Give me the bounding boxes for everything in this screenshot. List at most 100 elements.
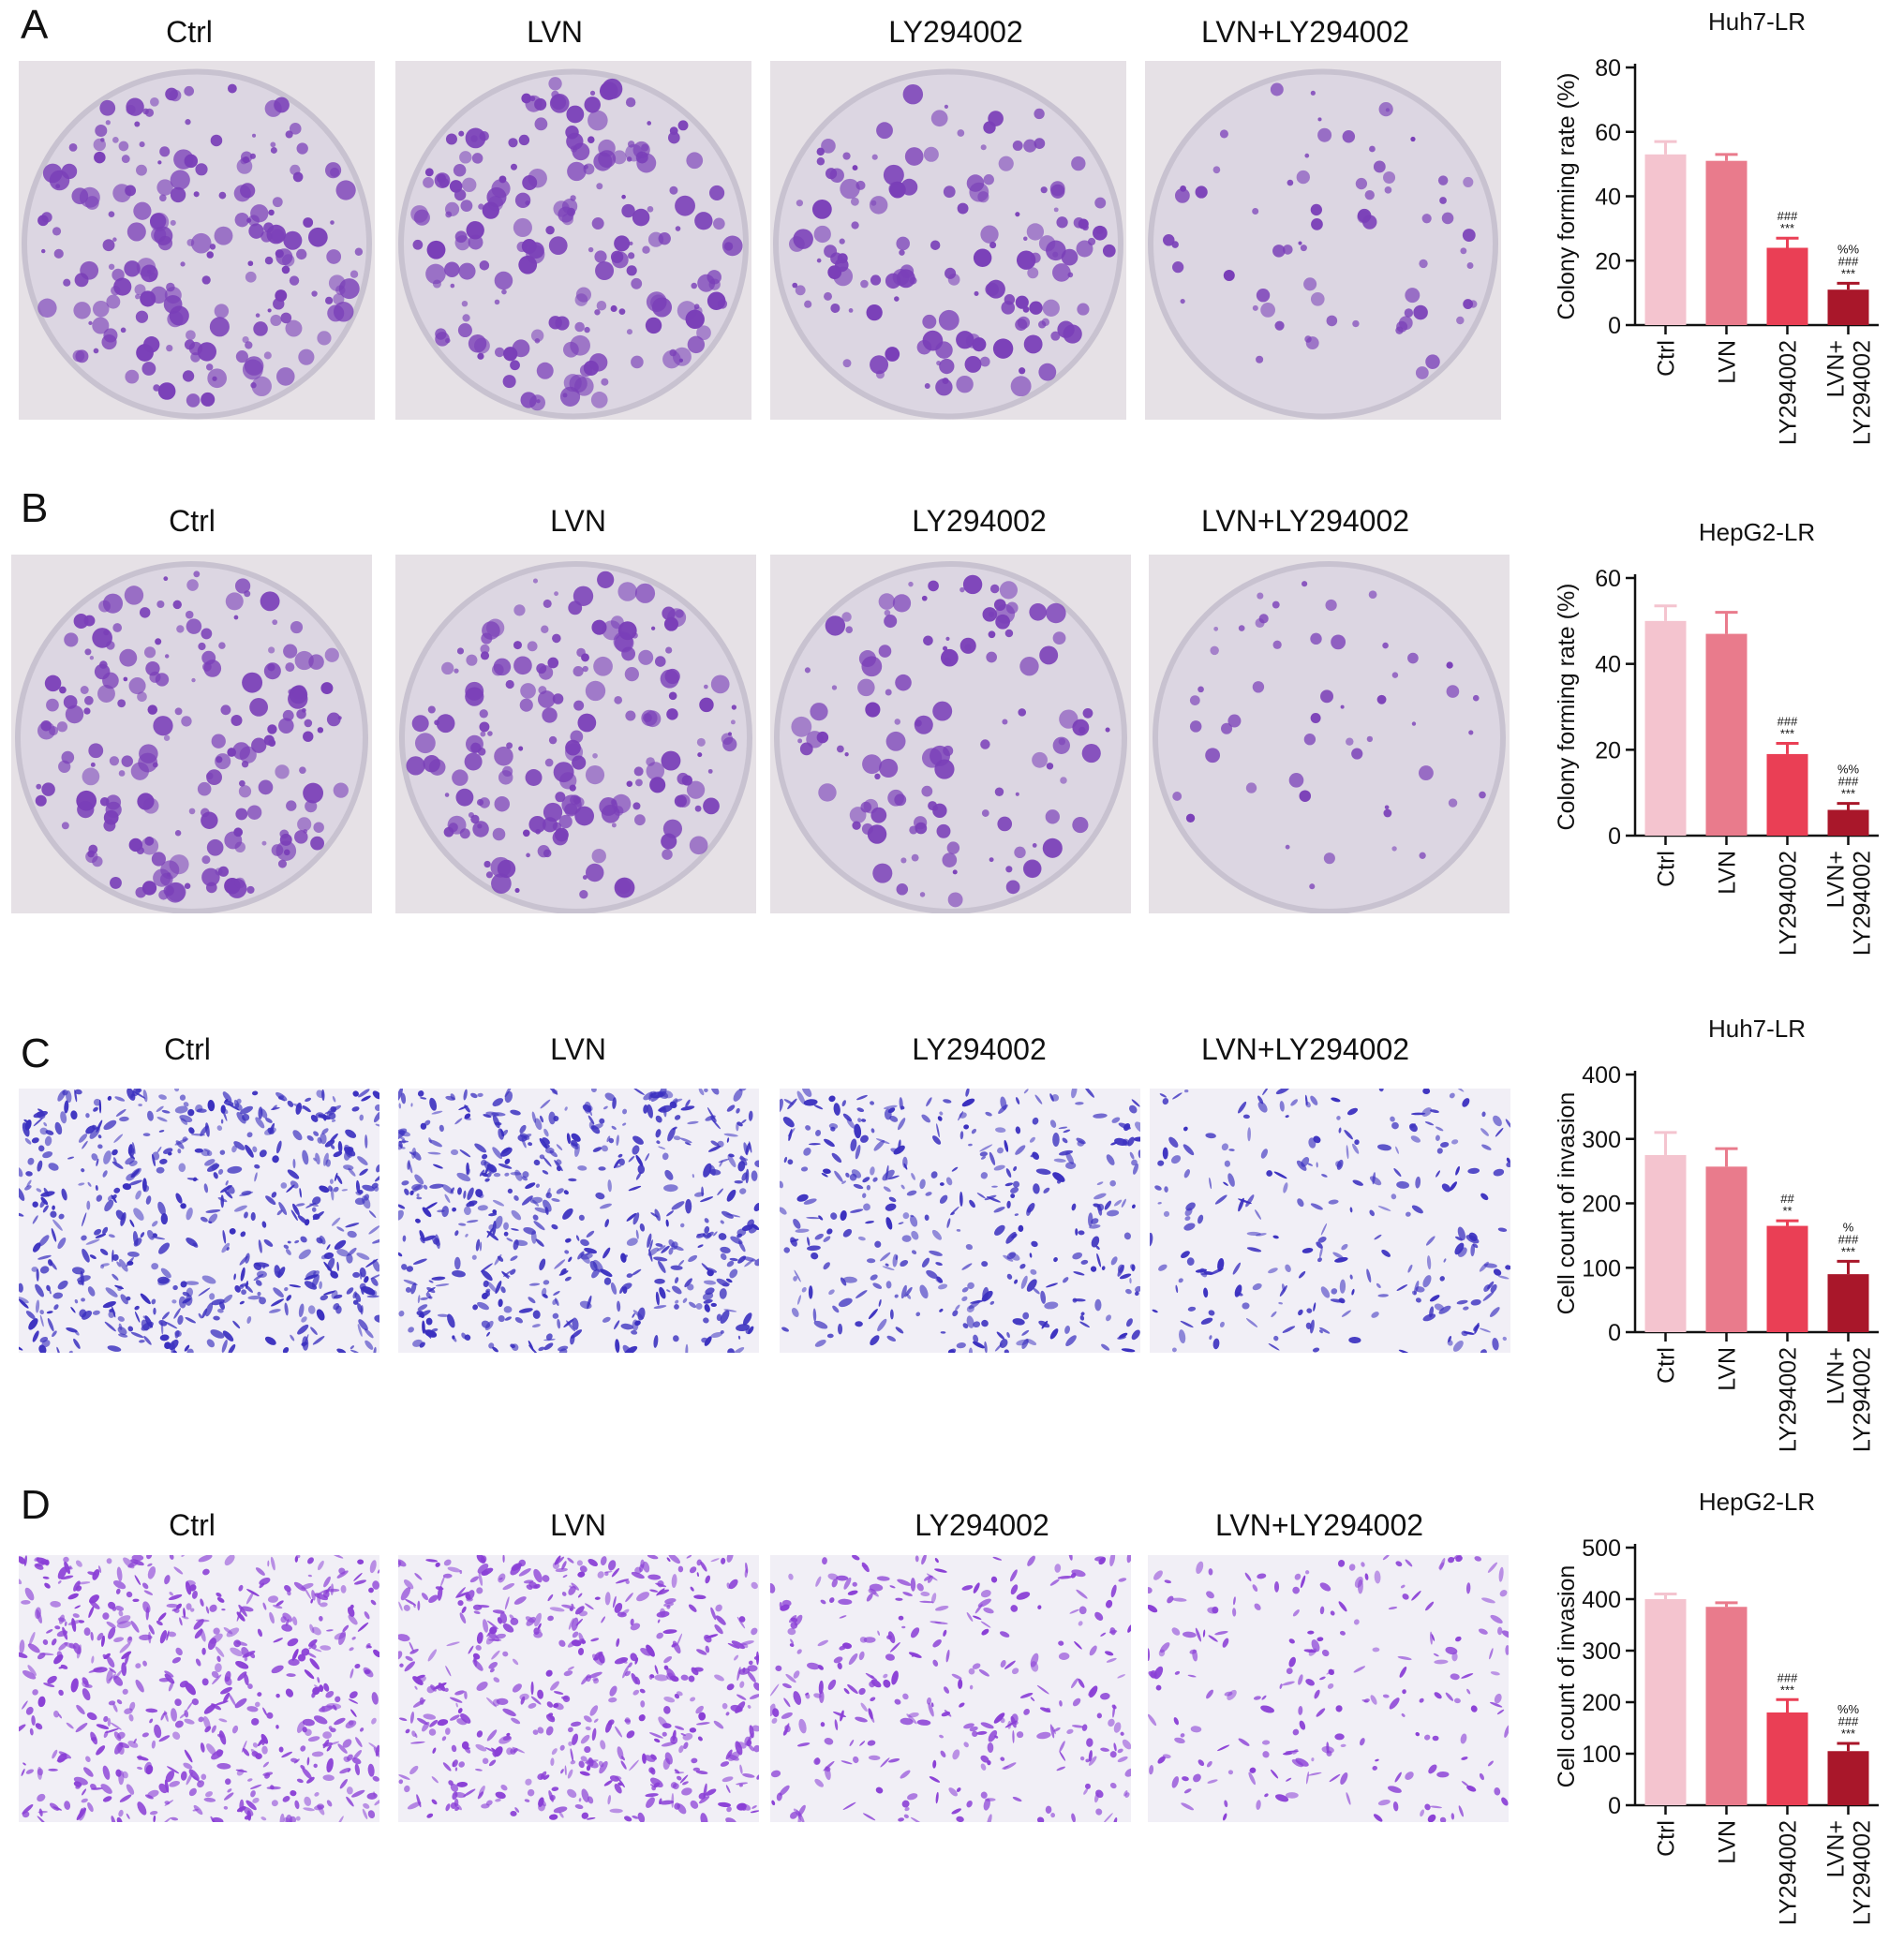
x-tick-label: LVN	[1715, 1347, 1741, 1391]
bar-2	[1705, 160, 1748, 325]
significance-mark: ###	[1838, 1232, 1859, 1246]
significance-mark: ###	[1778, 1670, 1798, 1684]
y-tick-label: 200	[1582, 1192, 1621, 1218]
bar-chart-b: HepG2-LR Colony forming rate (%) 0 20 40 60 Ct…	[1537, 511, 1902, 988]
y-tick-label: 20	[1595, 248, 1621, 274]
bar-chart-d: HepG2-LR Cell count of invasion 0 100 200 300…	[1537, 1480, 1902, 1939]
y-axis-label: Cell count of invasion	[1554, 1092, 1580, 1315]
x-tick-label: LVN+	[1823, 1820, 1850, 1877]
y-tick-label: 0	[1608, 823, 1621, 850]
y-tick-label: 200	[1582, 1690, 1621, 1716]
y-tick-label: 80	[1595, 55, 1621, 82]
row-b-label-lvn: LVN	[550, 504, 606, 538]
bar-chart-c: Huh7-LR Cell count of invasion 0 100 200 300 4…	[1537, 1007, 1902, 1471]
y-tick-label: 400	[1582, 1587, 1621, 1613]
y-tick-label: 0	[1608, 1320, 1621, 1346]
x-tick-label: LY294002	[1776, 340, 1802, 445]
x-tick-label: LY294002	[1850, 1347, 1876, 1452]
row-b-label-ctrl: Ctrl	[169, 504, 216, 538]
panel-letter-c: C	[21, 1030, 51, 1076]
row-c-label-ly: LY294002	[912, 1032, 1047, 1066]
significance-mark: ***	[1841, 1244, 1855, 1258]
photo-d-1	[19, 1555, 379, 1822]
bar-2	[1705, 1166, 1748, 1332]
x-tick-label: LY294002	[1850, 851, 1876, 956]
photo-a-1	[19, 61, 375, 420]
y-tick-label: 40	[1595, 652, 1621, 678]
y-tick-label: 0	[1608, 313, 1621, 339]
photo-b-2	[395, 555, 756, 913]
bar-1	[1644, 1154, 1687, 1332]
x-tick-label: LY294002	[1776, 1347, 1802, 1452]
chart-title: Huh7-LR	[1708, 1015, 1806, 1043]
y-tick-label: 20	[1595, 737, 1621, 763]
bar-chart-a: Huh7-LR Colony forming rate (%) 0 20 40 60 80 C…	[1537, 0, 1902, 473]
bar-1	[1644, 1599, 1687, 1805]
photo-b-3	[770, 555, 1131, 913]
bar-3	[1766, 1225, 1808, 1332]
photo-d-3	[770, 1555, 1131, 1822]
y-tick-label: 60	[1595, 566, 1621, 592]
photo-c-1	[19, 1089, 379, 1353]
significance-mark: ###	[1778, 209, 1798, 223]
chart-title: HepG2-LR	[1699, 518, 1815, 546]
significance-mark: %%	[1837, 242, 1860, 256]
x-tick-label: LVN	[1715, 1820, 1741, 1864]
significance-mark: ***	[1841, 266, 1855, 280]
chart-svg: Huh7-LR Colony forming rate (%) 0 20 40 60 80 C…	[1554, 7, 1879, 445]
photo-b-1	[11, 555, 372, 913]
significance-mark: ***	[1780, 221, 1794, 235]
significance-mark: ###	[1838, 254, 1859, 268]
x-tick-label: Ctrl	[1654, 1820, 1680, 1857]
chart-title: HepG2-LR	[1699, 1488, 1815, 1516]
significance-mark: ###	[1778, 714, 1798, 728]
row-c-label-ctrl: Ctrl	[164, 1032, 211, 1066]
significance-mark: %%	[1837, 1702, 1860, 1716]
significance-mark: ***	[1780, 726, 1794, 740]
bar-4	[1827, 1751, 1869, 1805]
row-a-label-ctrl: Ctrl	[166, 15, 213, 49]
y-tick-label: 100	[1582, 1742, 1621, 1768]
bar-4	[1827, 809, 1869, 836]
y-tick-label: 100	[1582, 1255, 1621, 1282]
bar-3	[1766, 753, 1808, 836]
row-d-label-ly: LY294002	[915, 1508, 1049, 1542]
chart-svg: Huh7-LR Cell count of invasion 0 100 200 300 4…	[1554, 1015, 1879, 1452]
row-d-label-combo: LVN+LY294002	[1214, 1508, 1424, 1542]
row-c-label-lvn: LVN	[550, 1032, 606, 1066]
y-tick-label: 300	[1582, 1127, 1621, 1153]
significance-mark: ##	[1780, 1192, 1794, 1206]
x-tick-label: Ctrl	[1654, 851, 1680, 887]
bar-2	[1705, 1607, 1748, 1805]
x-tick-label: LVN	[1715, 340, 1741, 384]
panel-letter-a: A	[21, 2, 49, 48]
significance-mark: ***	[1841, 787, 1855, 801]
y-tick-label: 500	[1582, 1535, 1621, 1562]
photo-d-4	[1148, 1555, 1509, 1822]
x-tick-label: Ctrl	[1654, 340, 1680, 377]
row-c-label-combo: LVN+LY294002	[1200, 1032, 1410, 1066]
photo-b-4	[1149, 555, 1510, 913]
chart-title: Huh7-LR	[1708, 7, 1806, 36]
row-a-label-combo: LVN+LY294002	[1200, 15, 1410, 49]
bar-3	[1766, 247, 1808, 325]
bar-3	[1766, 1712, 1808, 1805]
x-tick-label: LVN+	[1823, 851, 1850, 908]
x-tick-label: LVN+	[1823, 1347, 1850, 1404]
significance-mark: ***	[1841, 1727, 1855, 1741]
x-tick-label: LVN+	[1823, 340, 1850, 397]
y-axis-label: Colony forming rate (%)	[1554, 73, 1580, 320]
significance-mark: %	[1843, 1220, 1854, 1234]
x-tick-label: LVN	[1715, 851, 1741, 895]
y-tick-label: 0	[1608, 1793, 1621, 1819]
photo-d-2	[398, 1555, 759, 1822]
row-d-label-ctrl: Ctrl	[169, 1508, 216, 1542]
bar-1	[1644, 620, 1687, 836]
bar-4	[1827, 1274, 1869, 1332]
y-axis-label: Cell count of invasion	[1554, 1565, 1580, 1788]
x-tick-label: LY294002	[1850, 1820, 1876, 1925]
chart-svg: HepG2-LR Colony forming rate (%) 0 20 40 60 Ct…	[1554, 518, 1879, 956]
y-axis-label: Colony forming rate (%)	[1554, 584, 1580, 831]
row-d-label-lvn: LVN	[550, 1508, 606, 1542]
photo-c-2	[398, 1089, 759, 1353]
